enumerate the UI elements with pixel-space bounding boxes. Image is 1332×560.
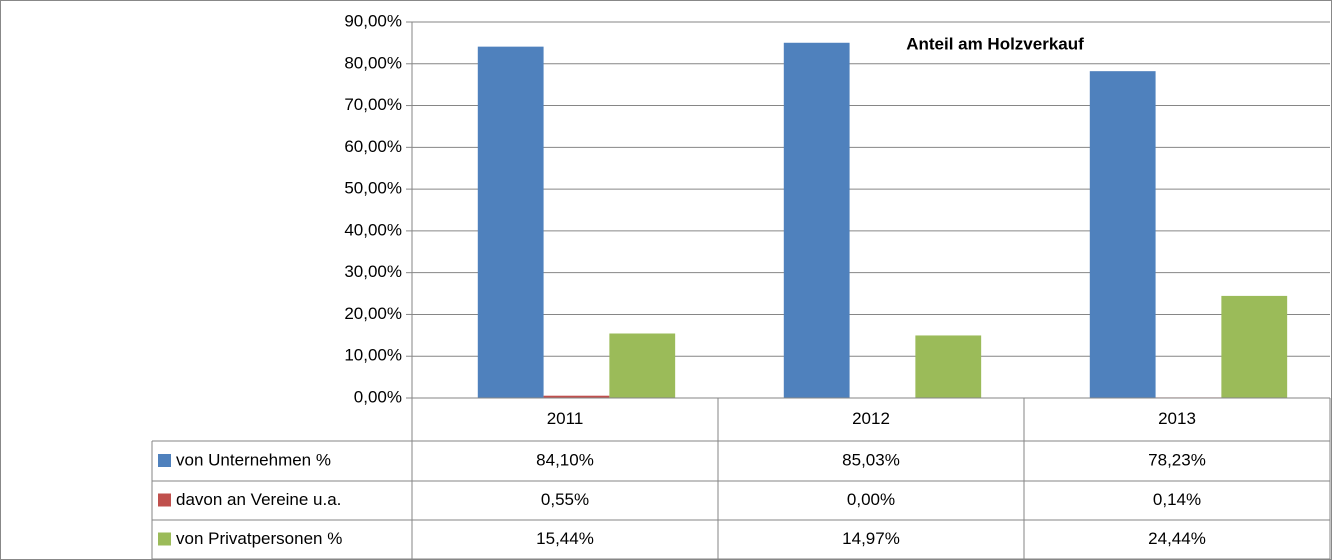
bar <box>1089 71 1156 398</box>
legend-swatch <box>158 493 171 507</box>
y-tick-label: 90,00% <box>344 11 402 30</box>
legend-swatch <box>158 454 171 467</box>
table-value: 15,44% <box>536 529 594 548</box>
y-tick-label: 70,00% <box>344 95 402 114</box>
y-tick-label: 0,00% <box>354 387 402 406</box>
legend-swatch <box>158 532 171 546</box>
bar <box>1221 295 1288 398</box>
table-value: 0,14% <box>1153 490 1201 509</box>
bar <box>609 333 676 398</box>
table-value: 84,10% <box>536 450 594 469</box>
table-value: 14,97% <box>842 529 900 548</box>
bar <box>783 42 850 399</box>
bar <box>477 46 544 398</box>
table-value: 78,23% <box>1148 450 1206 469</box>
y-tick-label: 80,00% <box>344 53 402 72</box>
x-tick-label: 2011 <box>547 409 584 428</box>
bar <box>915 335 982 398</box>
chart-title: Anteil am Holzverkauf <box>906 34 1084 53</box>
y-tick-label: 30,00% <box>344 262 402 281</box>
y-tick-label: 40,00% <box>344 220 402 239</box>
x-tick-label: 2013 <box>1158 409 1196 428</box>
table-value: 85,03% <box>842 450 900 469</box>
y-tick-label: 60,00% <box>344 137 402 156</box>
y-tick-label: 50,00% <box>344 179 402 198</box>
legend-label: davon an Vereine u.a. <box>176 490 341 509</box>
legend-label: von Unternehmen % <box>176 450 331 469</box>
y-tick-label: 10,00% <box>344 346 402 365</box>
y-tick-label: 20,00% <box>344 304 402 323</box>
table-value: 24,44% <box>1148 529 1206 548</box>
table-value: 0,00% <box>847 490 895 509</box>
table-value: 0,55% <box>541 490 589 509</box>
bar <box>543 395 610 398</box>
x-tick-label: 2012 <box>852 409 890 428</box>
legend-label: von Privatpersonen % <box>176 529 342 548</box>
